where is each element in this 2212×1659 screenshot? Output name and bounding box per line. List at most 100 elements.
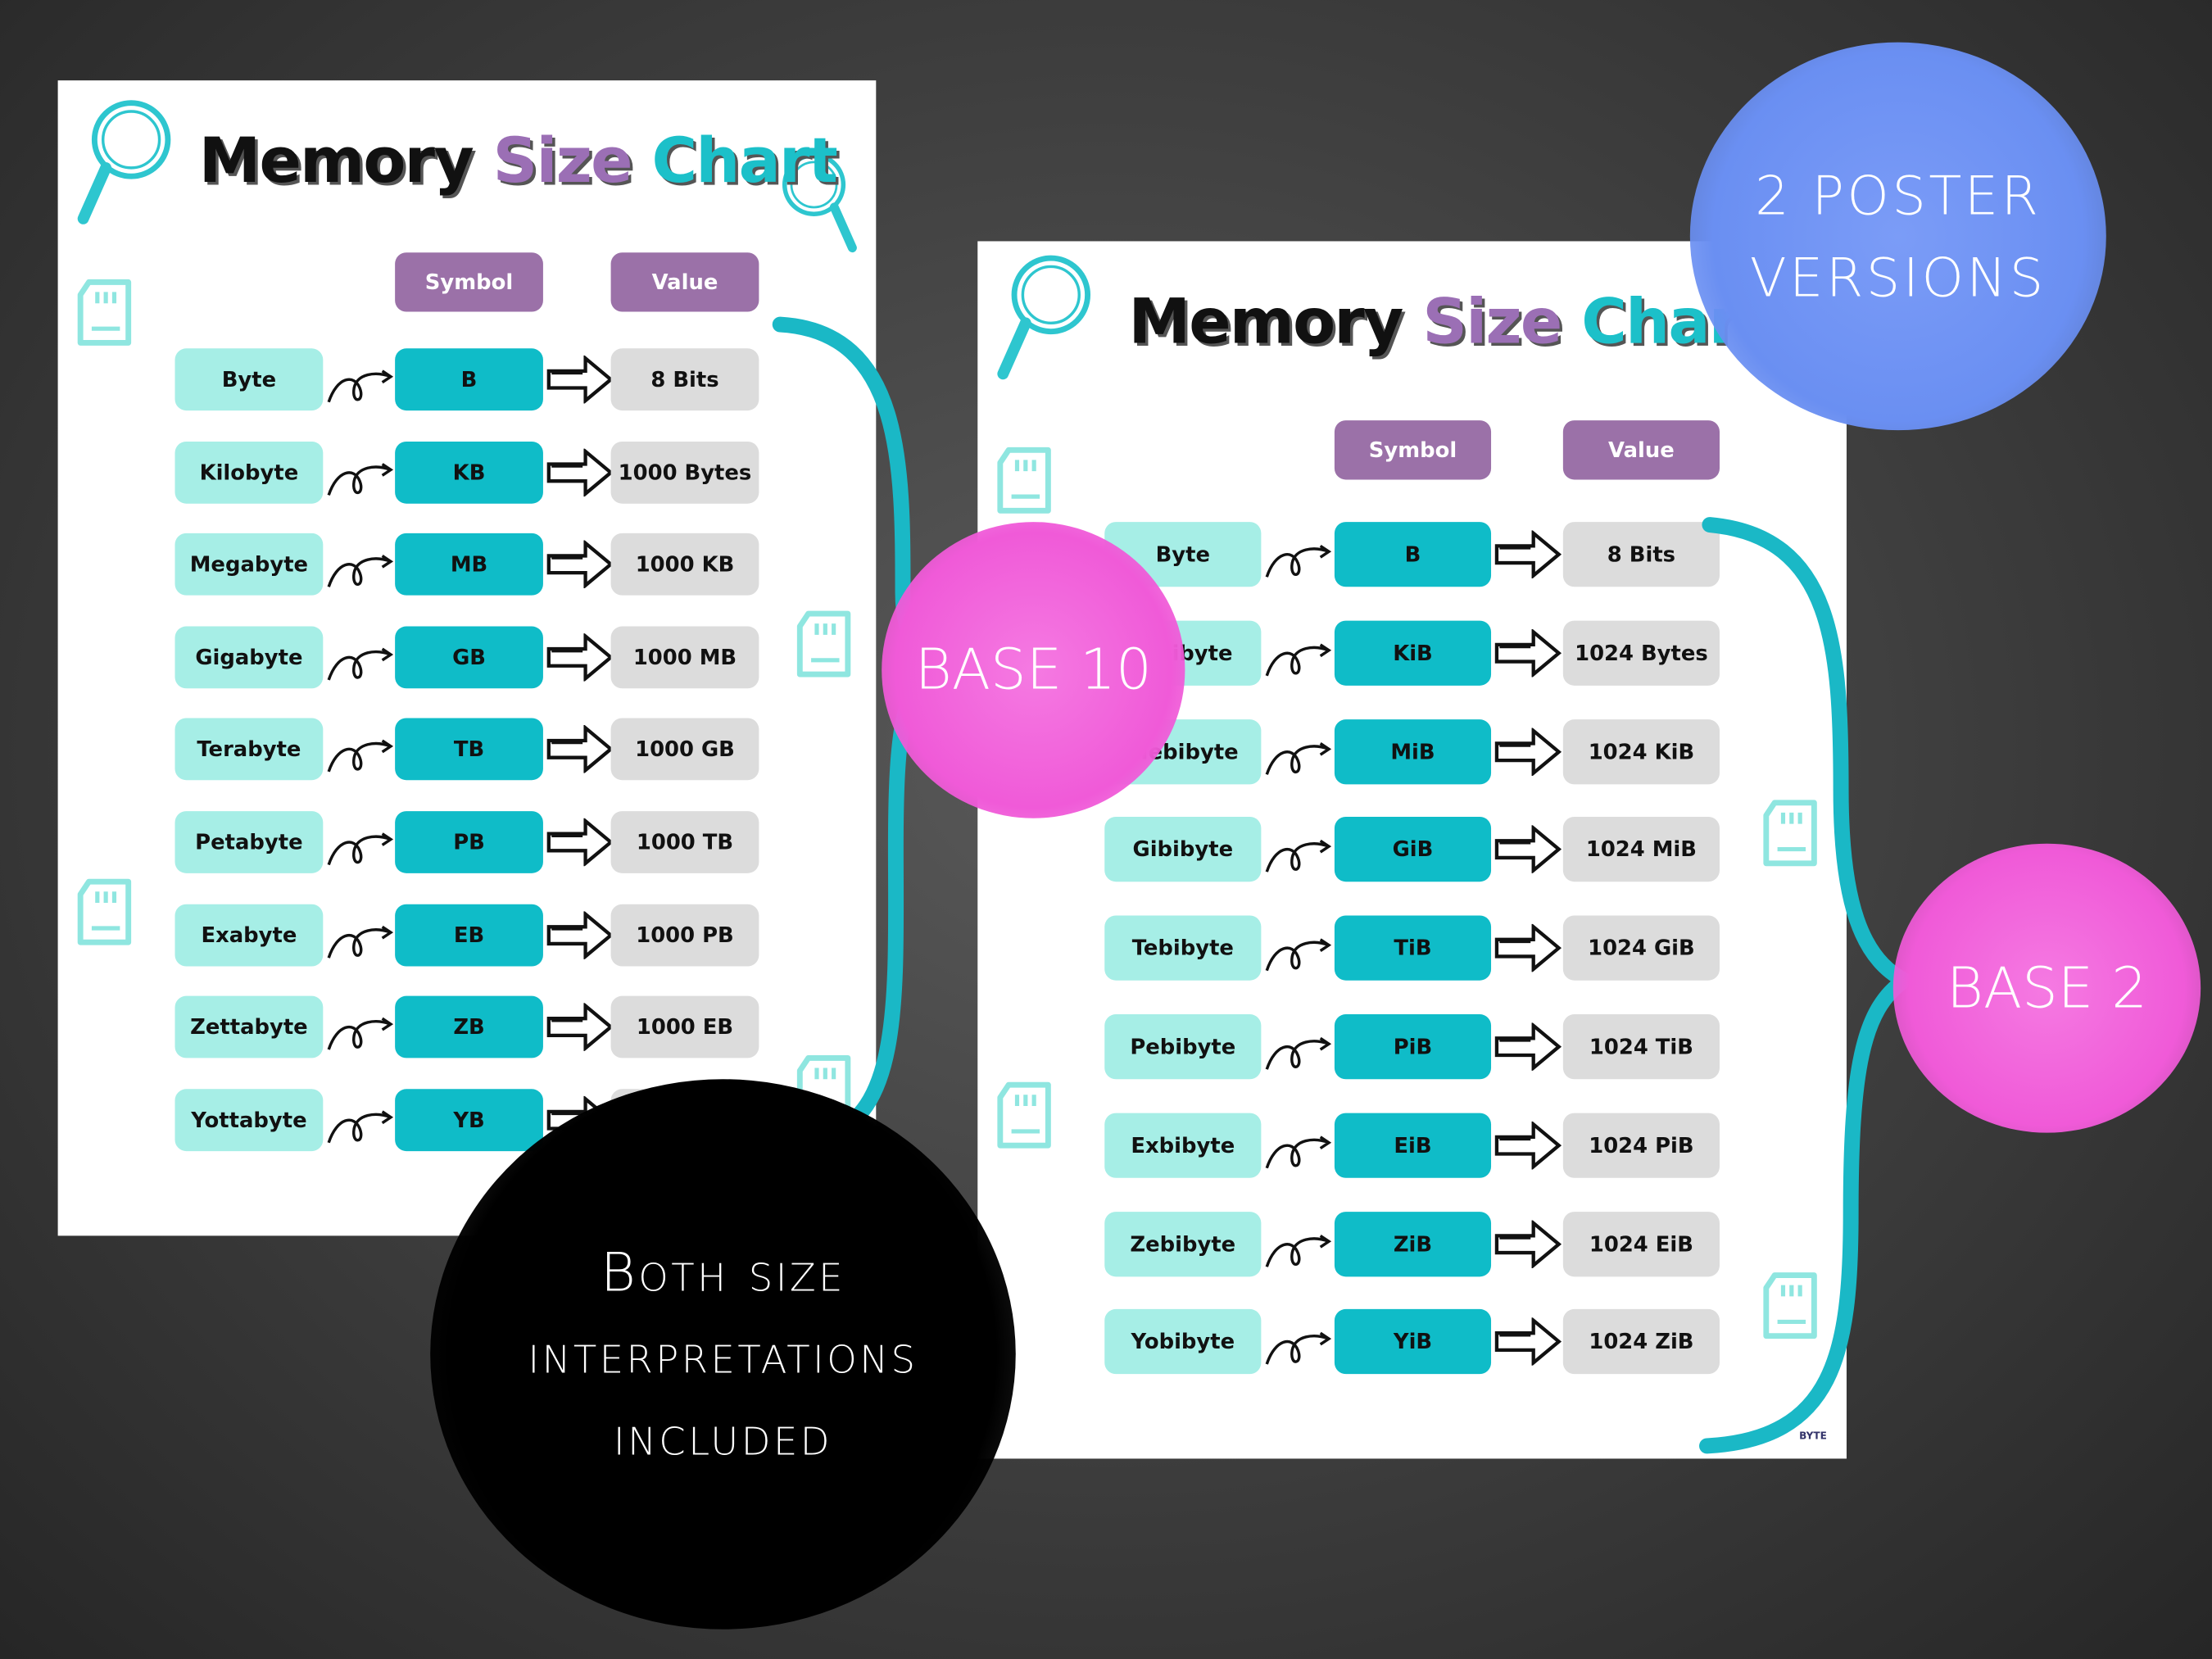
badge-both-sizes: Both size interpretations included [430,1079,1016,1630]
unit-value: 1024 TiB [1562,1014,1720,1080]
title-part2: Size [492,125,633,198]
curly-arrow-icon [1264,734,1335,782]
unit-name: Exbibyte [1104,1113,1262,1178]
curly-arrow-icon [326,547,397,596]
unit-name: Zebibyte [1104,1211,1262,1276]
unit-value: 1024 MiB [1562,817,1720,882]
brand-logo: BYTE [1799,1430,1827,1442]
badge-versions-line2: VERSIONS [1749,246,2047,309]
badge-both-line1: Both size [600,1241,845,1304]
unit-value: 1000 PB [610,904,759,966]
curly-arrow-icon [326,363,397,411]
block-arrow-icon [1494,726,1562,781]
unit-value: 1024 KiB [1562,718,1720,784]
unit-name: Zettabyte [175,995,324,1058]
header-symbol: Symbol [1334,420,1492,480]
title-part1: Memory [198,125,474,198]
curly-arrow-icon [326,918,397,966]
unit-value: 1024 ZiB [1562,1309,1720,1375]
unit-symbol: MB [395,533,543,596]
curly-arrow-icon [1264,1326,1335,1374]
unit-value: 8 Bits [610,348,759,411]
unit-value: 1000 KB [610,533,759,596]
unit-symbol: KiB [1334,620,1492,686]
badge-versions: 2 POSTER VERSIONS [1689,42,2106,431]
unit-name: Kilobyte [175,441,324,504]
magnifier-icon [75,97,174,237]
title-part2: Size [1422,286,1562,359]
unit-value: 1000 GB [610,718,759,781]
poster-title: Memory Size Chart [198,125,838,198]
sd-card-icon [794,610,853,686]
block-arrow-icon [546,446,614,501]
unit-value: 8 Bits [1562,522,1720,587]
unit-symbol: YiB [1334,1309,1492,1375]
block-arrow-icon [1494,529,1562,583]
badge-versions-line1: 2 POSTER [1755,164,2042,227]
unit-name: Gigabyte [175,626,324,688]
unit-name: Exabyte [175,904,324,966]
unit-value: 1000 TB [610,811,759,873]
block-arrow-icon [546,909,614,964]
unit-value: 1000 Bytes [610,441,759,504]
block-arrow-icon [1494,1218,1562,1273]
block-arrow-icon [1494,1120,1562,1175]
sd-card-icon [995,1081,1054,1157]
unit-name: Petabyte [175,811,324,873]
unit-symbol: PB [395,811,543,873]
block-arrow-icon [1494,923,1562,977]
unit-name: Terabyte [175,718,324,781]
sd-card-icon [1761,1271,1820,1347]
block-arrow-icon [1494,628,1562,682]
header-value: Value [610,252,759,312]
block-arrow-icon [546,632,614,687]
magnifier-icon [780,151,859,262]
sd-card-icon [75,877,134,954]
badge-base-2: BASE 2 [1892,843,2201,1133]
curly-arrow-icon [326,825,397,873]
unit-symbol: KB [395,441,543,504]
curly-arrow-icon [1264,1226,1335,1275]
unit-symbol: EB [395,904,543,966]
block-arrow-icon [1494,1022,1562,1076]
poster-title: Memory Size Chart [1128,286,1768,359]
block-arrow-icon [546,354,614,409]
curly-arrow-icon [1264,1128,1335,1176]
unit-name: Gibibyte [1104,817,1262,882]
unit-symbol: EiB [1334,1113,1492,1178]
unit-symbol: B [395,348,543,411]
poster-base-2: Memory Size Chart Symbol Value Byte B 8 Bits K… [977,241,1847,1459]
curly-arrow-icon [1264,1030,1335,1078]
block-arrow-icon [1494,824,1562,879]
curly-arrow-icon [326,455,397,503]
block-arrow-icon [546,724,614,779]
curly-arrow-icon [326,732,397,781]
unit-value: 1000 MB [610,626,759,688]
unit-value: 1000 EB [610,995,759,1058]
unit-symbol: ZB [395,995,543,1058]
unit-name: Megabyte [175,533,324,596]
curly-arrow-icon [326,640,397,688]
curly-arrow-icon [1264,537,1335,586]
unit-name: Yottabyte [175,1088,324,1151]
badge-base-10: BASE 10 [882,522,1185,818]
magnifier-icon [995,252,1094,392]
header-value: Value [1562,420,1720,480]
header-symbol: Symbol [395,252,543,312]
curly-arrow-icon [1264,833,1335,882]
badge-both-line2: interpretations [528,1323,918,1385]
curly-arrow-icon [1264,931,1335,980]
sd-card-icon [1761,799,1820,875]
badge-base-10-text: BASE 10 [914,637,1152,703]
title-part1: Memory [1128,286,1404,359]
unit-value: 1024 EiB [1562,1211,1720,1276]
sd-card-icon [995,446,1054,522]
unit-value: 1024 GiB [1562,915,1720,981]
curly-arrow-icon [326,1010,397,1058]
right-brace [1699,517,1920,1454]
unit-name: Pebibyte [1104,1014,1262,1080]
unit-symbol: MiB [1334,718,1492,784]
block-arrow-icon [546,539,614,594]
unit-name: Yobibyte [1104,1309,1262,1375]
